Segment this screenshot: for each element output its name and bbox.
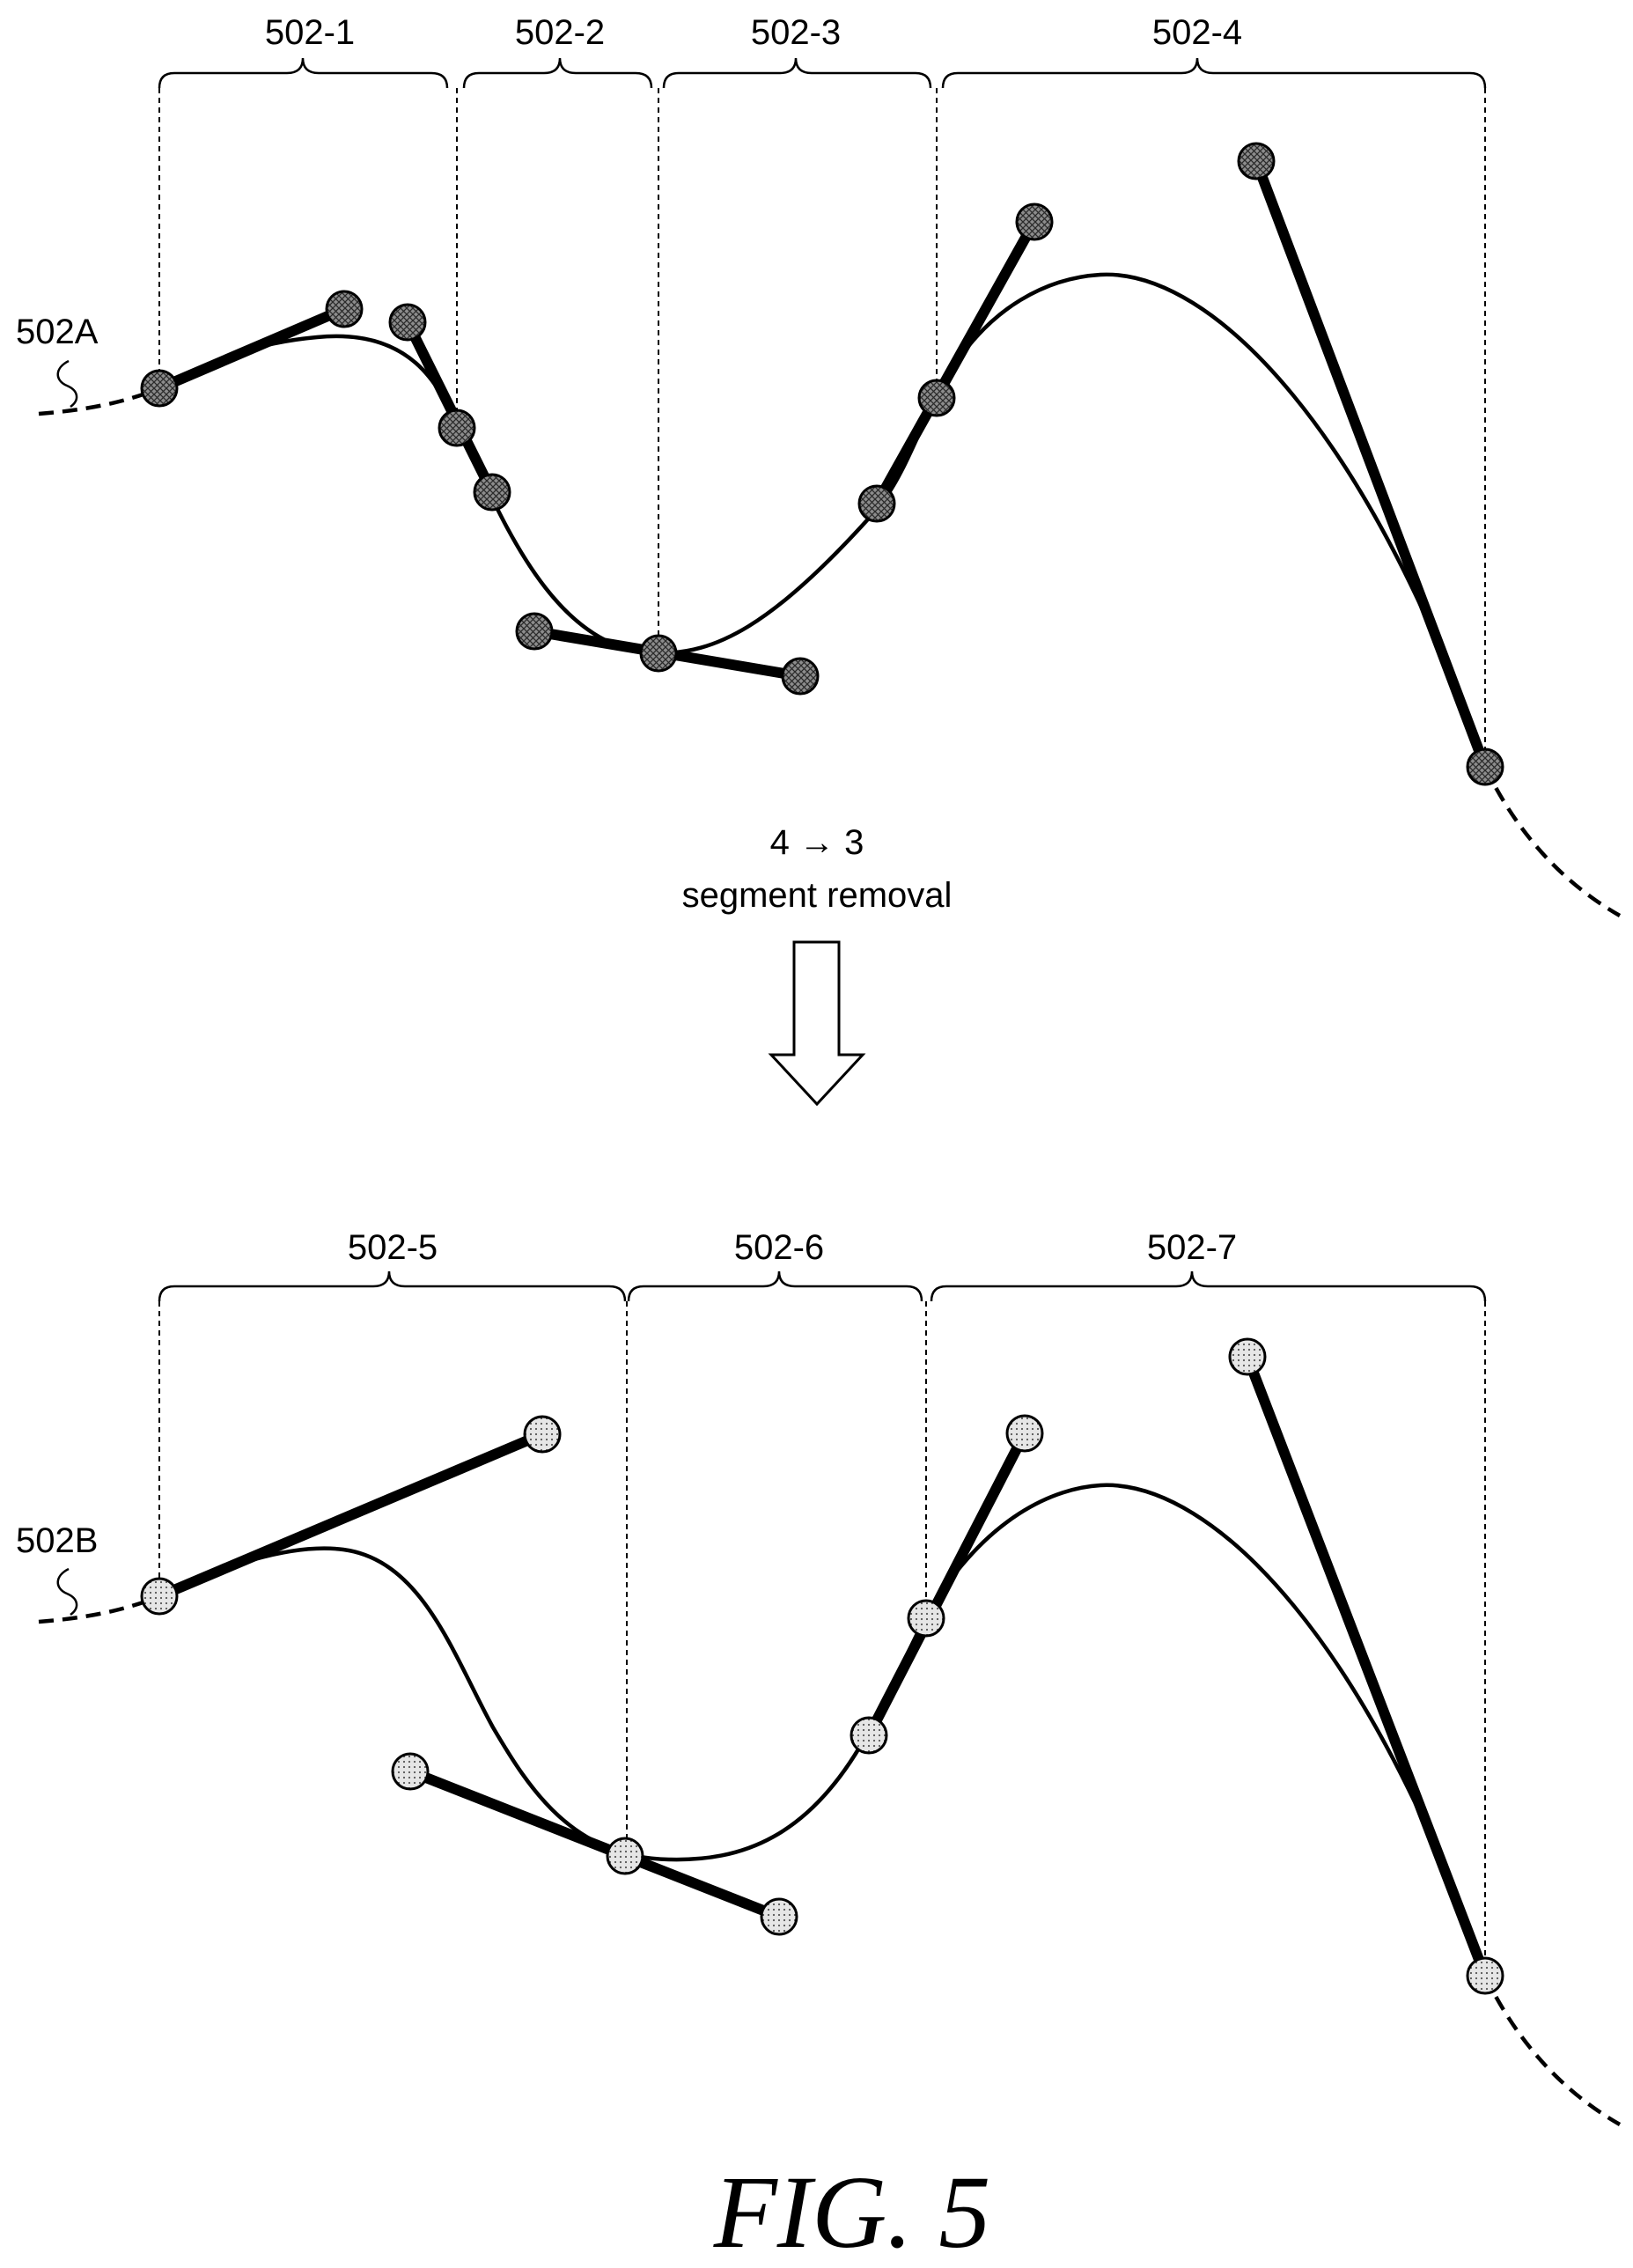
tangent-handle [1251,156,1490,772]
control-point [1005,1414,1044,1453]
control-point [1466,747,1504,786]
control-point [857,484,896,523]
control-point [907,1599,945,1638]
curve-continuation-dash [38,386,160,416]
control-point [515,612,554,651]
control-point [850,1716,888,1755]
segment-label: 502-3 [751,13,841,52]
tangent-handle [1242,1351,1490,1981]
transition-ratio: 4 → 3 [770,823,864,862]
brace-502-3 [662,57,932,89]
tangent-handle [154,304,349,394]
segment-label: 502-4 [1152,13,1242,52]
segment-label: 502-1 [265,13,355,52]
curve-label-502a: 502A [16,313,99,351]
curve-continuation-dash [38,1594,160,1624]
control-point [639,634,678,673]
control-point [1237,142,1276,180]
control-point [438,409,476,447]
tangent-handle [402,317,497,497]
top-diagram: 502-1 502-2 502-3 502-4 502A [16,13,1622,917]
brace-502-4 [941,57,1487,89]
curve-continuation-dash [1482,766,1622,917]
bottom-diagram: 502-5 502-6 502-7 502B [16,1228,1622,2126]
brace-502-1 [158,57,449,89]
control-point [917,379,956,417]
control-point [388,303,427,342]
tangent-handle [154,1429,548,1602]
tangent-handle [872,217,1040,509]
down-arrow-icon [768,940,866,1107]
curve-502a [158,272,1488,768]
control-point [391,1752,430,1791]
control-point [473,473,511,512]
control-point [781,657,820,696]
control-point [140,1577,179,1616]
brace-502-2 [462,57,653,89]
control-point [606,1837,644,1875]
control-point [140,369,179,408]
transition-description: segment removal [682,876,953,915]
segment-label: 502-6 [734,1228,824,1267]
leader-squiggle [56,1567,78,1616]
segment-label: 502-2 [515,13,605,52]
control-point [325,290,364,328]
control-point [1466,1956,1504,1995]
segment-label: 502-7 [1147,1228,1237,1267]
brace-502-6 [627,1270,923,1302]
tangent-handle [405,1766,784,1922]
tangent-handle [864,1428,1030,1741]
curve-label-502b: 502B [16,1521,98,1560]
curve-continuation-dash [1482,1975,1622,2126]
control-point [1015,202,1054,241]
transition: 4 → 3 segment removal [682,823,953,1107]
curve-502b [158,1483,1488,1977]
figure-caption: FIG. 5 [713,2154,991,2268]
control-point [1228,1337,1267,1376]
brace-502-5 [158,1270,627,1302]
control-point [760,1897,798,1936]
control-point [523,1415,562,1454]
segment-label: 502-5 [348,1228,438,1267]
brace-502-7 [930,1270,1487,1302]
leader-squiggle [56,359,78,409]
